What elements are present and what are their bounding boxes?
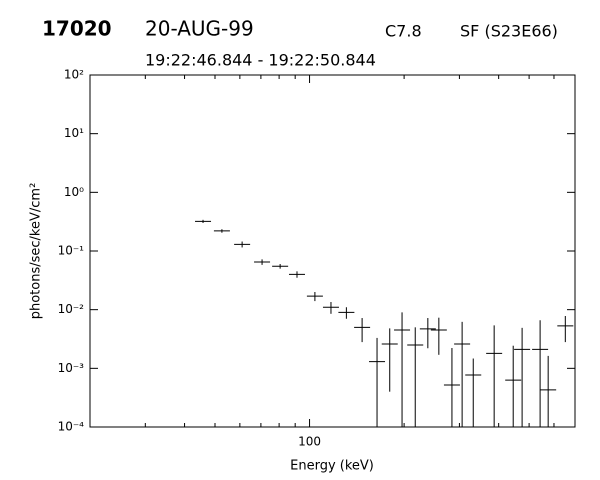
y-tick-label: 10⁻¹: [58, 244, 85, 258]
observation-id: 17020: [42, 17, 112, 41]
goes-class: C7.8: [385, 22, 422, 41]
date: 20-AUG-99: [145, 17, 254, 41]
plot-frame: [89, 74, 576, 428]
time-range: 19:22:46.844 - 19:22:50.844: [145, 51, 376, 70]
y-axis-label: photons/sec/keV/cm²: [29, 183, 44, 320]
y-tick-label: 10⁻²: [58, 302, 85, 316]
y-tick-label: 10⁰: [64, 185, 84, 199]
y-tick-label: 10¹: [64, 126, 84, 140]
y-tick-label: 10⁻³: [58, 361, 85, 375]
x-axis-label: Energy (keV): [290, 459, 374, 474]
location: SF (S23E66): [460, 22, 558, 41]
y-tick-label: 10²: [64, 68, 84, 82]
x-tick-label: 100: [298, 435, 321, 449]
y-tick-label: 10⁻⁴: [58, 420, 85, 434]
